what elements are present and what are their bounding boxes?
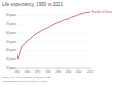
title: Life expectancy, 1950 to 2021 <box>2 2 63 7</box>
grid-line <box>17 32 90 33</box>
x-tick <box>17 68 18 70</box>
y-tick-label: 30 years <box>6 57 17 61</box>
x-tick <box>78 68 79 70</box>
y-tick-label: 60 years <box>6 31 17 35</box>
y-tick-label: 50 years <box>6 40 17 44</box>
x-tick <box>68 68 69 70</box>
x-tick-label: 2010 <box>76 70 82 74</box>
grid-line <box>17 59 90 60</box>
x-tick <box>47 68 48 70</box>
x-axis <box>17 68 90 69</box>
chart: Life expectancy, 1950 to 2021 20 years 30 … <box>0 0 120 85</box>
y-tick-label: 40 years <box>6 48 17 52</box>
source: Source: UN, World Population Prospects (… <box>2 76 51 79</box>
x-tick <box>58 68 59 70</box>
x-tick-label: 1970 <box>35 70 41 74</box>
x-tick-label: 1990 <box>55 70 61 74</box>
y-tick-label: 80 years <box>6 13 17 17</box>
y-tick-label: 20 years <box>6 66 17 70</box>
x-tick-label: 2021 <box>87 70 93 74</box>
x-tick-label: 2000 <box>66 70 72 74</box>
x-tick <box>90 68 91 70</box>
plot-area <box>17 12 90 59</box>
x-tick-label: 1960 <box>24 70 30 74</box>
footer: OurWorldInData.org/life-expectancy | CC … <box>2 80 48 82</box>
x-tick <box>37 68 38 70</box>
x-tick-label: 1980 <box>45 70 51 74</box>
grid-line <box>17 50 90 51</box>
grid-line <box>17 68 90 69</box>
x-tick <box>27 68 28 70</box>
series-label: Republic of Korea <box>92 10 113 14</box>
x-tick-label: 1950 <box>14 70 20 74</box>
grid-line <box>17 15 90 16</box>
series-line <box>17 12 90 59</box>
y-tick-label: 70 years <box>6 22 17 26</box>
grid-line <box>17 41 90 42</box>
